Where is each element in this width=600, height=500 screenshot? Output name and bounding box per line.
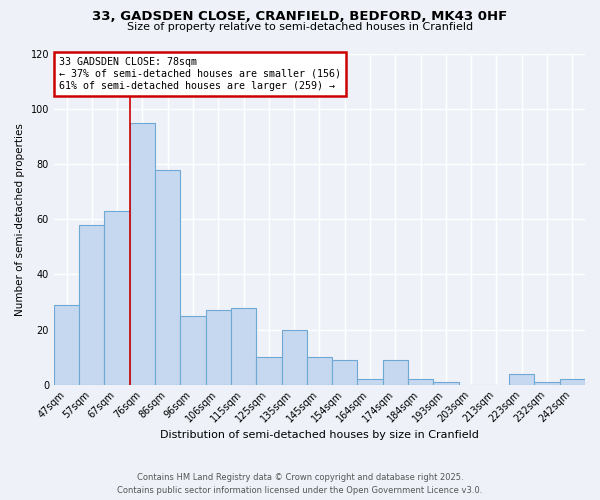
- Bar: [307, 357, 332, 384]
- Text: Contains HM Land Registry data © Crown copyright and database right 2025.
Contai: Contains HM Land Registry data © Crown c…: [118, 474, 482, 495]
- Bar: [206, 310, 231, 384]
- Bar: [358, 379, 383, 384]
- Bar: [256, 357, 281, 384]
- Bar: [79, 225, 104, 384]
- Bar: [155, 170, 181, 384]
- Text: 33 GADSDEN CLOSE: 78sqm
← 37% of semi-detached houses are smaller (156)
61% of s: 33 GADSDEN CLOSE: 78sqm ← 37% of semi-de…: [59, 58, 341, 90]
- Bar: [104, 211, 130, 384]
- X-axis label: Distribution of semi-detached houses by size in Cranfield: Distribution of semi-detached houses by …: [160, 430, 479, 440]
- Bar: [54, 305, 79, 384]
- Y-axis label: Number of semi-detached properties: Number of semi-detached properties: [15, 123, 25, 316]
- Bar: [509, 374, 535, 384]
- Bar: [383, 360, 408, 384]
- Bar: [231, 308, 256, 384]
- Bar: [181, 316, 206, 384]
- Bar: [408, 379, 433, 384]
- Bar: [281, 330, 307, 384]
- Bar: [332, 360, 358, 384]
- Bar: [560, 379, 585, 384]
- Bar: [433, 382, 458, 384]
- Bar: [535, 382, 560, 384]
- Text: 33, GADSDEN CLOSE, CRANFIELD, BEDFORD, MK43 0HF: 33, GADSDEN CLOSE, CRANFIELD, BEDFORD, M…: [92, 10, 508, 23]
- Text: Size of property relative to semi-detached houses in Cranfield: Size of property relative to semi-detach…: [127, 22, 473, 32]
- Bar: [130, 123, 155, 384]
